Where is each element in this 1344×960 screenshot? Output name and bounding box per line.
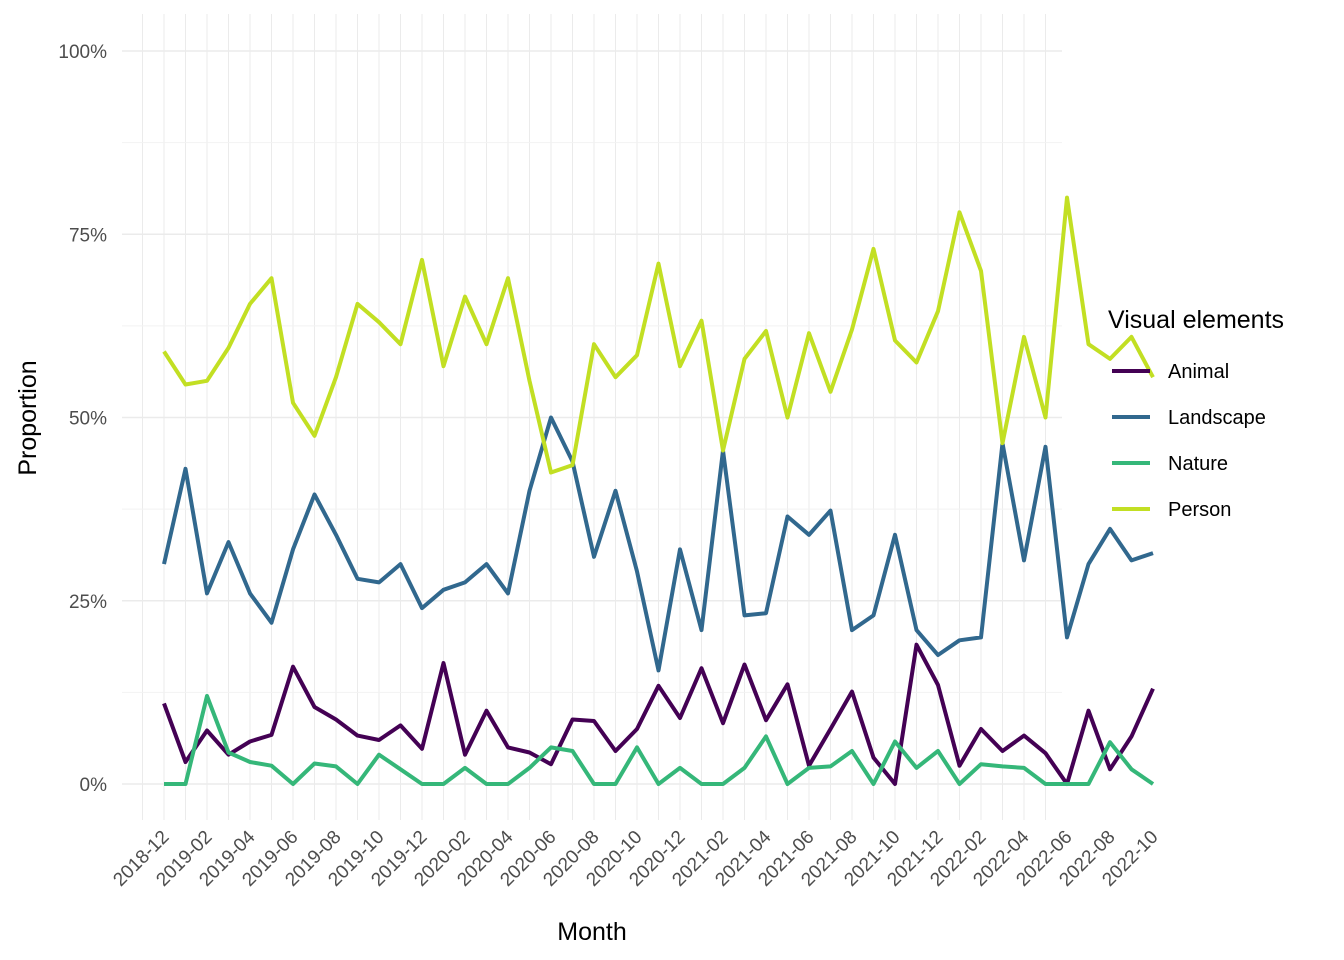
legend-label-animal: Animal	[1168, 361, 1229, 383]
series-line-person	[162, 195, 1155, 475]
legend-title: Visual elements	[1108, 306, 1284, 334]
legend-label-nature: Nature	[1168, 453, 1228, 475]
y-axis-title: Proportion	[14, 360, 42, 475]
y-tick-label: 25%	[69, 592, 107, 613]
series-line-animal	[162, 642, 1155, 786]
series-lines	[162, 195, 1155, 786]
x-axis-ticks: 2018-122019-022019-042019-062019-082019-…	[109, 826, 1162, 890]
x-axis-title: Month	[557, 918, 626, 946]
y-axis-ticks: 0% 25% 50% 75% 100%	[58, 42, 107, 796]
legend-label-person: Person	[1168, 499, 1231, 521]
series-line-nature	[164, 694, 1155, 786]
series-line-landscape	[162, 415, 1154, 673]
legend-label-landscape: Landscape	[1168, 407, 1266, 429]
y-tick-label: 75%	[69, 225, 107, 246]
legend: Visual elements Animal Landscape Nature Per…	[1108, 306, 1284, 521]
major-gridlines	[122, 50, 1062, 785]
y-tick-label: 100%	[58, 42, 107, 63]
y-tick-label: 0%	[80, 775, 108, 796]
y-tick-label: 50%	[69, 409, 107, 430]
